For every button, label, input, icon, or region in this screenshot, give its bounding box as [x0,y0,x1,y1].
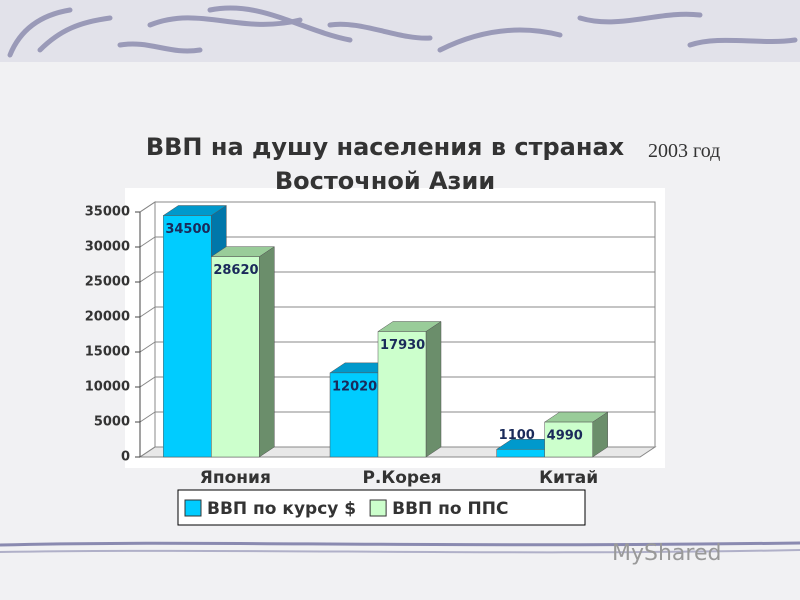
legend-swatch [369,499,387,517]
chart-subtitle: 2003 год [648,140,721,162]
bar [163,215,212,458]
grid-line-side [139,376,156,388]
bar [329,372,379,458]
bar [211,256,260,458]
value-label: 17930 [380,338,425,353]
y-tick-label: 0 [121,450,130,465]
x-tick-label: Япония [200,468,271,488]
header-band [0,0,800,62]
grid-line-side [139,446,156,458]
grid-line-side [139,236,156,248]
bar [496,449,545,458]
y-tick-label: 5000 [94,415,130,430]
y-tick-label: 20000 [85,310,130,325]
chart-title: ВВП на душу населения в странах Восточно… [145,133,625,195]
value-label: 1100 [499,428,535,443]
grid-line-side [139,201,156,213]
y-tick-label: 15000 [85,345,130,360]
decoration [7,5,798,58]
side-wall [139,201,156,458]
legend-label: ВВП по курсу $ [207,499,356,519]
bar-side [425,321,442,458]
value-label: 12020 [332,379,377,394]
x-tick-label: Р.Корея [362,468,441,488]
value-label: 34500 [165,222,210,237]
legend-swatch [184,499,202,517]
bar [377,331,427,458]
y-tick-label: 10000 [85,380,130,395]
grid-line-side [139,271,156,283]
legend-label: ВВП по ППС [392,499,508,519]
grid-line-side [139,306,156,318]
bottom-line [0,549,800,554]
y-tick-label: 30000 [85,240,130,255]
bottom-line [0,541,800,547]
watermark: MyShared [612,541,721,566]
y-tick-label: 35000 [85,205,130,220]
grid-line-side [139,411,156,423]
grid-line-side [139,341,156,353]
y-tick-label: 25000 [85,275,130,290]
bar-side [259,246,275,458]
value-label: 4990 [547,429,583,444]
x-tick-label: Китай [539,468,598,488]
bar [544,421,593,458]
value-label: 28620 [213,263,258,278]
